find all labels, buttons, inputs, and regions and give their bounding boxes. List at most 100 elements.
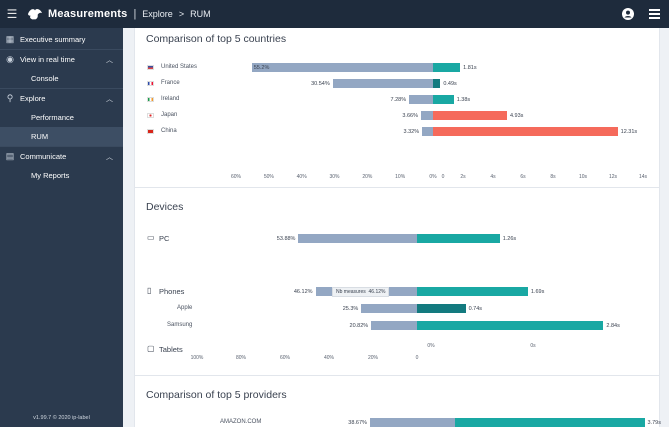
sidebar-item-console[interactable]: Console <box>0 69 123 88</box>
device-nb-bar <box>371 321 417 330</box>
country-nb-bar <box>409 95 433 104</box>
tooltip-value: 46.12% <box>368 289 386 295</box>
country-time: 4.93s <box>509 113 524 119</box>
sidebar-divider <box>0 88 123 89</box>
sidebar: ▦ Executive summary ◉ View in real time … <box>0 28 123 427</box>
countries-title: Comparison of top 5 countries <box>146 33 287 45</box>
countries-card: Comparison of top 5 countries United Sta… <box>134 28 660 208</box>
flag-china-icon <box>147 129 154 134</box>
sidebar-item-explore[interactable]: ⚲ Explore ︿ <box>0 89 123 108</box>
country-nb-bar <box>251 63 433 72</box>
provider-pct: 38.67% <box>348 420 367 426</box>
device-time: 1.69s <box>530 289 545 295</box>
providers-title: Comparison of top 5 providers <box>146 389 287 401</box>
device-time: 0.74s <box>468 306 483 312</box>
country-pct: 3.66% <box>402 113 418 119</box>
country-label: United States <box>161 64 198 70</box>
chevron-up-icon[interactable]: ︿ <box>106 95 113 103</box>
tooltip-label: Nb measures <box>336 289 366 295</box>
device-label: Tablets <box>159 345 183 354</box>
sidebar-divider <box>0 49 123 50</box>
sidebar-item-label: My Reports <box>31 171 70 180</box>
flag-united-states-icon <box>147 65 154 70</box>
sidebar-item-label: Explore <box>20 94 46 103</box>
app-title: Measurements <box>48 8 128 20</box>
axis-tick-label: 0% <box>429 174 437 180</box>
country-nb-bar <box>420 111 433 120</box>
sidebar-item-label: Communicate <box>20 152 67 161</box>
sidebar-item-label: Console <box>31 74 59 83</box>
sidebar-item-label: RUM <box>31 132 49 141</box>
chevron-up-icon[interactable]: ︿ <box>106 153 113 161</box>
axis-tick-label: 14s <box>638 174 648 180</box>
device-pct: 20.82% <box>349 323 369 329</box>
device-time: 1.26s <box>502 236 517 242</box>
country-time: 12.31s <box>620 129 638 135</box>
country-time-bar <box>433 79 441 88</box>
top-bar: ☰ Measurements | Explore > RUM <box>0 0 669 28</box>
axis-tick-label: 2s <box>460 174 466 180</box>
country-time: 1.81s <box>463 65 477 71</box>
user-explore-icon: ⚲ <box>6 93 14 103</box>
axis-tick-label: 20% <box>362 174 373 180</box>
main-content[interactable]: Comparison of top 5 countries United Sta… <box>123 28 669 427</box>
provider-time-bar <box>455 418 645 427</box>
provider-time: 3.79s <box>647 420 661 426</box>
sidebar-item-my-reports[interactable]: My Reports <box>0 166 123 185</box>
monitor-icon: ▭ <box>147 233 155 242</box>
chevron-up-icon[interactable]: ︿ <box>106 56 113 64</box>
sidebar-item-communicate[interactable]: ▤ Communicate ︿ <box>0 147 123 166</box>
country-time-bar <box>433 111 507 120</box>
country-nb-bar <box>422 127 433 136</box>
breadcrumb-rum[interactable]: RUM <box>190 9 211 19</box>
country-pct: 7.28% <box>390 97 407 103</box>
hamburger-icon[interactable]: ☰ <box>6 7 18 21</box>
axis-tick-label: 40% <box>296 174 307 180</box>
nb-measures-tooltip: Nb measures 46.12% <box>332 287 390 297</box>
phone-icon: ▯ <box>147 286 152 295</box>
sidebar-item-rum[interactable]: RUM <box>0 127 123 146</box>
communicate-icon: ▤ <box>5 151 15 161</box>
country-time-bar <box>433 127 618 136</box>
flag-ireland-icon <box>147 97 154 102</box>
axis-tick-label: 0s <box>530 343 536 349</box>
country-pct: 3.32% <box>403 129 420 135</box>
sidebar-item-executive-summary[interactable]: ▦ Executive summary <box>0 30 123 49</box>
device-pct: 25.3% <box>342 306 359 312</box>
device-time-bar <box>417 304 466 313</box>
sidebar-divider <box>0 146 123 147</box>
axis-tick-label: 4s <box>490 174 496 180</box>
providers-card: Comparison of top 5 providers AMAZON.COM… <box>134 375 661 427</box>
flag-japan-icon <box>147 113 154 118</box>
sidebar-item-performance[interactable]: Performance <box>0 108 123 127</box>
device-nb-bar <box>361 304 417 313</box>
device-pct: 46.12% <box>293 289 313 295</box>
device-time-bar <box>417 321 604 330</box>
country-label: Ireland <box>161 96 180 102</box>
country-time-bar <box>433 63 461 72</box>
axis-tick-label: 60% <box>279 355 290 361</box>
device-label: PC <box>159 234 170 243</box>
country-pct: 30.54% <box>311 81 330 87</box>
axis-tick-label: 10% <box>395 174 406 180</box>
country-label: China <box>161 128 177 134</box>
device-label: Phones <box>159 287 185 296</box>
axis-tick-label: 0 <box>441 174 445 180</box>
breadcrumb-explore[interactable]: Explore <box>142 9 173 19</box>
ip-label-logo-icon <box>28 9 42 20</box>
axis-tick-label: 40% <box>323 355 334 361</box>
account-icon[interactable] <box>621 7 635 21</box>
dashboard-icon: ▦ <box>5 34 15 44</box>
sidebar-footer: v1.99.7 © 2020 ip-label <box>33 415 90 421</box>
axis-tick-label: 12s <box>608 174 618 180</box>
devices-title: Devices <box>146 201 184 213</box>
device-time: 2.84s <box>606 323 620 329</box>
list-menu-icon[interactable] <box>647 7 661 21</box>
axis-tick-label: 0% <box>427 343 435 349</box>
flag-france-icon <box>147 81 154 86</box>
tablet-icon: ▢ <box>147 344 155 353</box>
provider-nb-bar <box>369 418 455 427</box>
device-time-bar <box>417 287 528 296</box>
breadcrumb-arrow: > <box>178 9 185 19</box>
sidebar-item-view-in-real-time[interactable]: ◉ View in real time ︿ <box>0 50 123 69</box>
